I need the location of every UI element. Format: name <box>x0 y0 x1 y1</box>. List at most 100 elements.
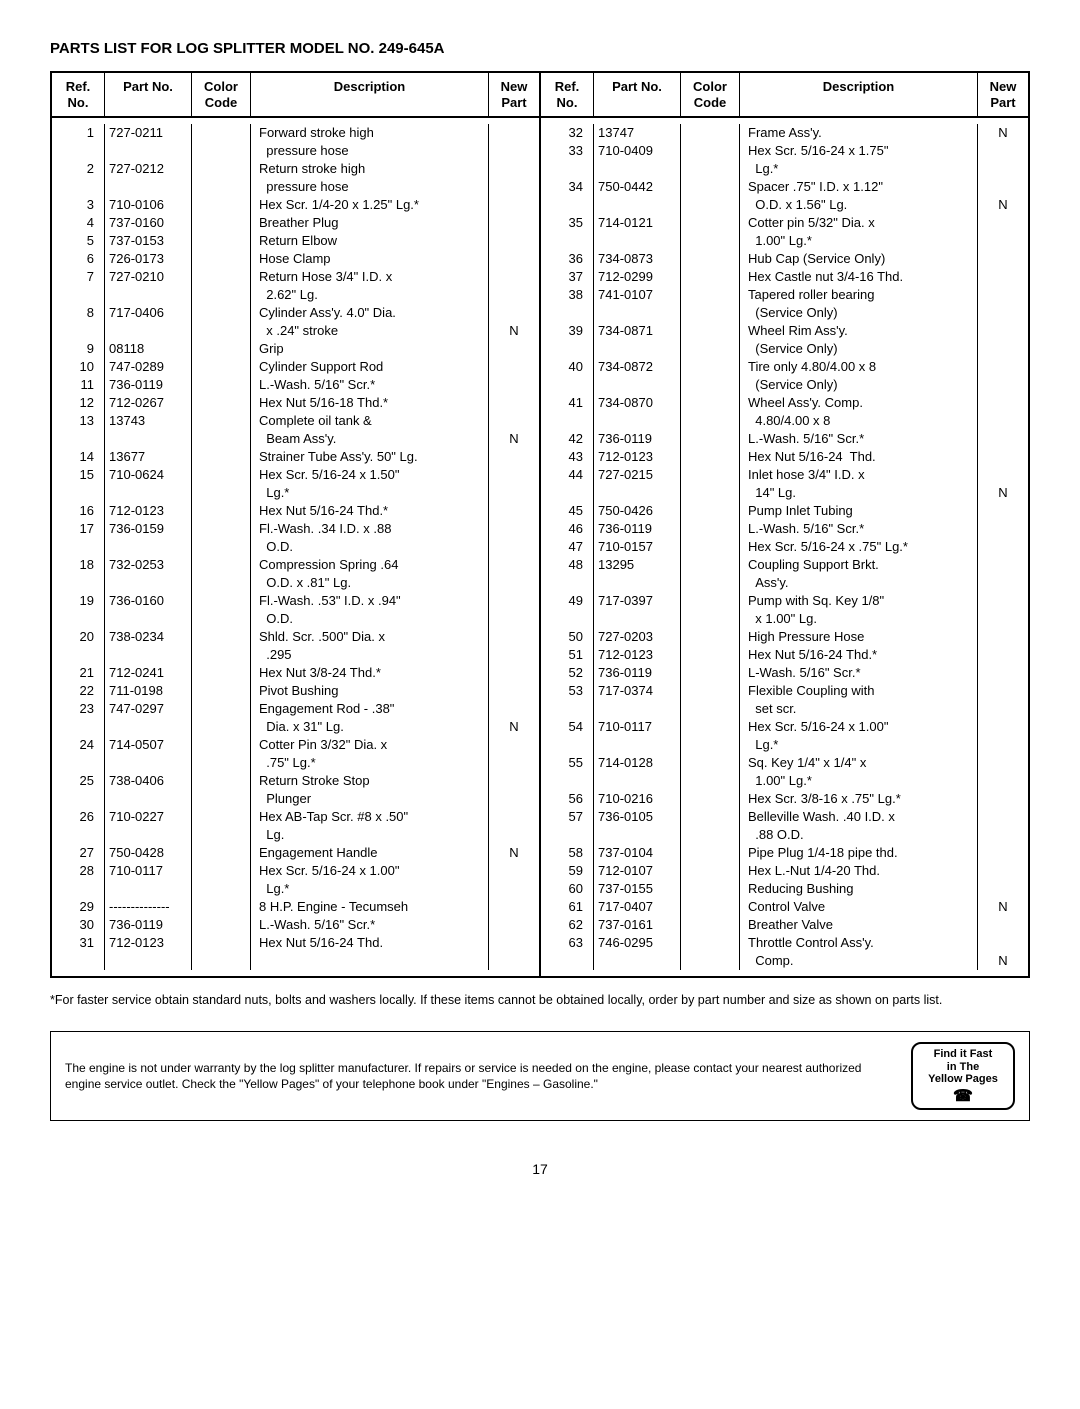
description: Ass'y. <box>744 574 973 592</box>
new-part <box>982 430 1024 448</box>
ref-no: 4 <box>56 214 100 232</box>
part-no: 714-0507 <box>109 736 187 754</box>
badge-line: Find it Fast <box>919 1048 1007 1061</box>
new-part <box>982 664 1024 682</box>
color-code <box>685 772 735 790</box>
ref-no: 12 <box>56 394 100 412</box>
new-part <box>982 610 1024 628</box>
color-code <box>196 718 246 736</box>
new-part <box>493 214 535 232</box>
new-part <box>493 286 535 304</box>
table-right-column: Ref. No. Part No. Color Code Description… <box>541 73 1028 976</box>
description: Hex Nut 5/16-24 Thd.* <box>744 646 973 664</box>
description: 8 H.P. Engine - Tecumseh <box>255 898 484 916</box>
ref-no: 34 <box>545 178 589 196</box>
footnote: *For faster service obtain standard nuts… <box>50 992 1030 1009</box>
table-body-right: 3233 34 35 363738 39 40 41 424344 454647… <box>541 118 1028 976</box>
new-part <box>493 142 535 160</box>
color-code <box>685 646 735 664</box>
color-code <box>196 484 246 502</box>
color-code <box>196 322 246 340</box>
part-no: 712-0123 <box>598 448 676 466</box>
part-no <box>598 952 676 970</box>
color-code <box>196 934 246 952</box>
new-part <box>982 304 1024 322</box>
color-code <box>196 844 246 862</box>
ref-no: 19 <box>56 592 100 610</box>
description: Cylinder Support Rod <box>255 358 484 376</box>
table-body-left: 1 2 34567 8 910111213 1415 1617 18 19 20… <box>52 118 539 976</box>
new-part <box>493 934 535 952</box>
description: Hex Scr. 1/4-20 x 1.25" Lg.* <box>255 196 484 214</box>
color-code <box>685 538 735 556</box>
description: Belleville Wash. .40 I.D. x <box>744 808 973 826</box>
part-no <box>598 196 676 214</box>
description: Comp. <box>744 952 973 970</box>
part-no: 710-0106 <box>109 196 187 214</box>
new-part <box>982 934 1024 952</box>
ref-no: 18 <box>56 556 100 574</box>
ref-no: 51 <box>545 646 589 664</box>
ref-no <box>56 754 100 772</box>
new-part <box>982 448 1024 466</box>
new-part <box>493 160 535 178</box>
part-no: 717-0406 <box>109 304 187 322</box>
ref-no: 2 <box>56 160 100 178</box>
part-no: 736-0160 <box>109 592 187 610</box>
new-part: N <box>982 124 1024 142</box>
part-no: 734-0871 <box>598 322 676 340</box>
color-code <box>685 610 735 628</box>
color-code <box>685 520 735 538</box>
description: Cylinder Ass'y. 4.0" Dia. <box>255 304 484 322</box>
ref-no: 41 <box>545 394 589 412</box>
description: L.-Wash. 5/16" Scr.* <box>255 916 484 934</box>
color-code <box>196 268 246 286</box>
page-number: 17 <box>50 1161 1030 1177</box>
part-no <box>109 610 187 628</box>
ref-no: 8 <box>56 304 100 322</box>
color-code <box>685 664 735 682</box>
part-no: 727-0212 <box>109 160 187 178</box>
new-part <box>493 574 535 592</box>
description: Hex Castle nut 3/4-16 Thd. <box>744 268 973 286</box>
new-part <box>493 772 535 790</box>
part-no: 717-0374 <box>598 682 676 700</box>
color-code <box>196 520 246 538</box>
new-part <box>982 718 1024 736</box>
part-no <box>598 610 676 628</box>
part-no: 714-0121 <box>598 214 676 232</box>
color-code <box>196 160 246 178</box>
color-code <box>685 754 735 772</box>
description: Hex Nut 5/16-24 Thd. <box>744 448 973 466</box>
description: 2.62" Lg. <box>255 286 484 304</box>
ref-no <box>56 538 100 556</box>
ref-no: 33 <box>545 142 589 160</box>
part-no: 726-0173 <box>109 250 187 268</box>
part-no <box>598 232 676 250</box>
color-code <box>196 700 246 718</box>
warranty-notice: The engine is not under warranty by the … <box>50 1031 1030 1121</box>
new-part <box>982 916 1024 934</box>
description: L.-Wash. 5/16" Scr.* <box>255 376 484 394</box>
description: Hex Nut 5/16-24 Thd.* <box>255 502 484 520</box>
part-no: 712-0241 <box>109 664 187 682</box>
color-code <box>196 772 246 790</box>
part-no: 717-0397 <box>598 592 676 610</box>
part-no: 737-0104 <box>598 844 676 862</box>
new-part <box>982 628 1024 646</box>
description: Lg.* <box>255 484 484 502</box>
table-header: Ref. No. Part No. Color Code Description… <box>52 73 539 118</box>
description: x 1.00" Lg. <box>744 610 973 628</box>
part-no <box>598 412 676 430</box>
color-code <box>685 430 735 448</box>
color-code <box>196 124 246 142</box>
new-part <box>982 826 1024 844</box>
description: Sq. Key 1/4" x 1/4" x <box>744 754 973 772</box>
description: Return Hose 3/4" I.D. x <box>255 268 484 286</box>
color-code <box>196 196 246 214</box>
ref-no: 37 <box>545 268 589 286</box>
new-part <box>982 538 1024 556</box>
description: (Service Only) <box>744 376 973 394</box>
part-no <box>109 880 187 898</box>
description: Return Stroke Stop <box>255 772 484 790</box>
